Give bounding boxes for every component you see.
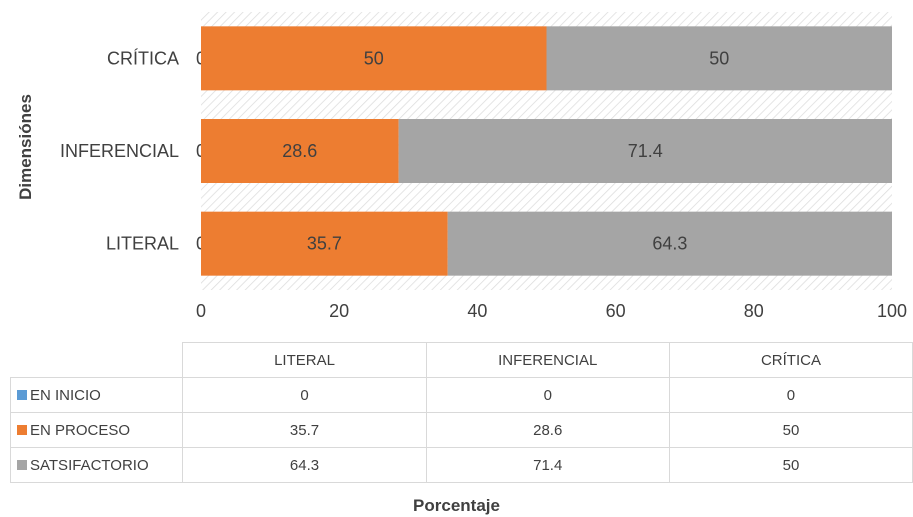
- data-label-en-proceso-literal: 35.7: [307, 234, 342, 254]
- table-cell-en-proceso-inferencial: 28.6: [425, 412, 670, 448]
- x-tick-label-40: 40: [467, 301, 487, 321]
- bar-chart: 035.764.3028.671.405050 LITERALINFERENCI…: [60, 12, 907, 321]
- bar-satsifactorio-inferencial: [398, 119, 892, 183]
- legend-label-en-proceso: EN PROCESO: [30, 421, 131, 439]
- table-cell-en-proceso-critica: 50: [668, 412, 913, 448]
- bar-en-proceso-critica: [201, 26, 547, 91]
- table-column-header-inferencial: INFERENCIAL: [425, 342, 670, 378]
- x-axis-title: Porcentaje: [413, 496, 500, 515]
- x-tick-label-80: 80: [744, 301, 764, 321]
- legend-entry-en-proceso: EN PROCESO: [9, 412, 184, 448]
- bar-satsifactorio-literal: [447, 211, 892, 276]
- data-label-en-proceso-critica: 50: [364, 48, 384, 68]
- table-column-header-critica: CRÍTICA: [668, 342, 913, 378]
- data-table: LITERAL INFERENCIAL CRÍTICA EN INICIO 0 0 0 EN …: [9, 342, 913, 483]
- legend-entry-en-inicio: EN INICIO: [9, 377, 184, 413]
- category-label-critica: CRÍTICA: [107, 48, 179, 68]
- x-tick-label-0: 0: [196, 301, 206, 321]
- y-axis-title: Dimensiónes: [16, 94, 35, 200]
- bar-satsifactorio-critica: [546, 26, 892, 91]
- data-label-satsifactorio-literal: 64.3: [652, 234, 687, 254]
- legend-key-satsifactorio: [17, 459, 27, 470]
- table-cell-satsifactorio-inferencial: 71.4: [425, 447, 670, 483]
- category-label-inferencial: INFERENCIAL: [60, 141, 179, 161]
- table-cell-satsifactorio-critica: 50: [668, 447, 913, 483]
- x-tick-label-60: 60: [606, 301, 626, 321]
- table-cell-en-inicio-inferencial: 0: [425, 377, 670, 413]
- x-tick-label-100: 100: [877, 301, 907, 321]
- table-column-header-literal: LITERAL: [182, 342, 427, 378]
- data-label-en-proceso-inferencial: 28.6: [282, 141, 317, 161]
- legend-key-en-proceso: [17, 424, 27, 435]
- table-cell-satsifactorio-literal: 64.3: [182, 447, 427, 483]
- legend-key-en-inicio: [17, 389, 27, 400]
- legend-label-en-inicio: EN INICIO: [30, 386, 101, 404]
- bar-en-proceso-inferencial: [201, 119, 399, 183]
- category-label-literal: LITERAL: [106, 234, 179, 254]
- table-row-en-proceso: EN PROCESO 35.7 28.6 50: [9, 412, 913, 448]
- legend-label-satsifactorio: SATSIFACTORIO: [30, 456, 149, 474]
- data-label-satsifactorio-inferencial: 71.4: [628, 141, 663, 161]
- data-label-satsifactorio-critica: 50: [709, 48, 729, 68]
- table-cell-en-proceso-literal: 35.7: [182, 412, 427, 448]
- x-tick-label-20: 20: [329, 301, 349, 321]
- bar-en-proceso-literal: [201, 211, 448, 276]
- table-header-row: LITERAL INFERENCIAL CRÍTICA: [10, 342, 913, 378]
- table-cell-en-inicio-literal: 0: [182, 377, 427, 413]
- table-cell-en-inicio-critica: 0: [668, 377, 913, 413]
- table-row-en-inicio: EN INICIO 0 0 0: [9, 377, 913, 413]
- table-row-satsifactorio: SATSIFACTORIO 64.3 71.4 50: [9, 447, 913, 483]
- table-corner-cell: [10, 342, 184, 378]
- legend-entry-satsifactorio: SATSIFACTORIO: [9, 447, 184, 483]
